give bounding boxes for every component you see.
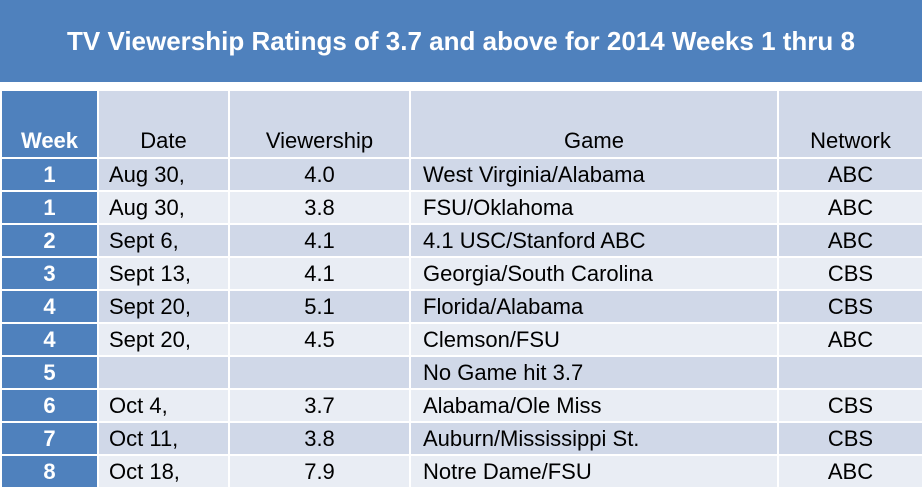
week-cell: 2 xyxy=(0,223,99,258)
game-cell: Notre Dame/FSU xyxy=(409,454,779,489)
header-network: Network xyxy=(777,89,922,159)
table-row: 6 Oct 4, 3.7 Alabama/Ole Miss CBS xyxy=(0,388,922,423)
table-row: 2 Sept 6, 4.1 4.1 USC/Stanford ABC ABC xyxy=(0,223,922,258)
viewership-cell: 7.9 xyxy=(228,454,411,489)
table-row: 1 Aug 30, 3.8 FSU/Oklahoma ABC xyxy=(0,190,922,225)
date-cell xyxy=(97,355,230,390)
game-cell: Alabama/Ole Miss xyxy=(409,388,779,423)
week-cell: 3 xyxy=(0,256,99,291)
week-cell: 4 xyxy=(0,289,99,324)
network-cell: CBS xyxy=(777,289,922,324)
network-cell: ABC xyxy=(777,223,922,258)
network-cell: ABC xyxy=(777,157,922,192)
date-cell: Oct 18, xyxy=(97,454,230,489)
table-title: TV Viewership Ratings of 3.7 and above f… xyxy=(0,0,922,85)
week-cell: 8 xyxy=(0,454,99,489)
ratings-table: Week Date Viewership Game Network 1 Aug … xyxy=(0,89,922,489)
week-cell: 4 xyxy=(0,322,99,357)
date-cell: Aug 30, xyxy=(97,190,230,225)
viewership-cell xyxy=(228,355,411,390)
week-cell: 5 xyxy=(0,355,99,390)
network-cell: CBS xyxy=(777,388,922,423)
game-cell: West Virginia/Alabama xyxy=(409,157,779,192)
viewership-cell: 4.1 xyxy=(228,223,411,258)
table-row: 5 No Game hit 3.7 xyxy=(0,355,922,390)
date-cell: Sept 6, xyxy=(97,223,230,258)
viewership-cell: 4.0 xyxy=(228,157,411,192)
game-cell: No Game hit 3.7 xyxy=(409,355,779,390)
header-game: Game xyxy=(409,89,779,159)
game-cell: Georgia/South Carolina xyxy=(409,256,779,291)
viewership-cell: 4.1 xyxy=(228,256,411,291)
header-row: Week Date Viewership Game Network xyxy=(0,89,922,159)
header-week: Week xyxy=(0,89,99,159)
game-cell: Florida/Alabama xyxy=(409,289,779,324)
viewership-cell: 5.1 xyxy=(228,289,411,324)
viewership-cell: 4.5 xyxy=(228,322,411,357)
game-cell: Clemson/FSU xyxy=(409,322,779,357)
date-cell: Oct 4, xyxy=(97,388,230,423)
date-cell: Sept 20, xyxy=(97,289,230,324)
viewership-cell: 3.8 xyxy=(228,421,411,456)
header-date: Date xyxy=(97,89,230,159)
week-cell: 7 xyxy=(0,421,99,456)
week-cell: 6 xyxy=(0,388,99,423)
table-row: 3 Sept 13, 4.1 Georgia/South Carolina CB… xyxy=(0,256,922,291)
network-cell: ABC xyxy=(777,190,922,225)
table-row: 1 Aug 30, 4.0 West Virginia/Alabama ABC xyxy=(0,157,922,192)
header-viewership: Viewership xyxy=(228,89,411,159)
network-cell: ABC xyxy=(777,454,922,489)
game-cell: Auburn/Mississippi St. xyxy=(409,421,779,456)
game-cell: FSU/Oklahoma xyxy=(409,190,779,225)
table-row: 4 Sept 20, 4.5 Clemson/FSU ABC xyxy=(0,322,922,357)
game-cell: 4.1 USC/Stanford ABC xyxy=(409,223,779,258)
table-row: 8 Oct 18, 7.9 Notre Dame/FSU ABC xyxy=(0,454,922,489)
network-cell: ABC xyxy=(777,322,922,357)
date-cell: Sept 20, xyxy=(97,322,230,357)
date-cell: Oct 11, xyxy=(97,421,230,456)
network-cell: CBS xyxy=(777,256,922,291)
network-cell: CBS xyxy=(777,421,922,456)
table-row: 4 Sept 20, 5.1 Florida/Alabama CBS xyxy=(0,289,922,324)
viewership-cell: 3.8 xyxy=(228,190,411,225)
week-cell: 1 xyxy=(0,157,99,192)
date-cell: Sept 13, xyxy=(97,256,230,291)
table-row: 7 Oct 11, 3.8 Auburn/Mississippi St. CBS xyxy=(0,421,922,456)
date-cell: Aug 30, xyxy=(97,157,230,192)
week-cell: 1 xyxy=(0,190,99,225)
network-cell xyxy=(777,355,922,390)
viewership-cell: 3.7 xyxy=(228,388,411,423)
